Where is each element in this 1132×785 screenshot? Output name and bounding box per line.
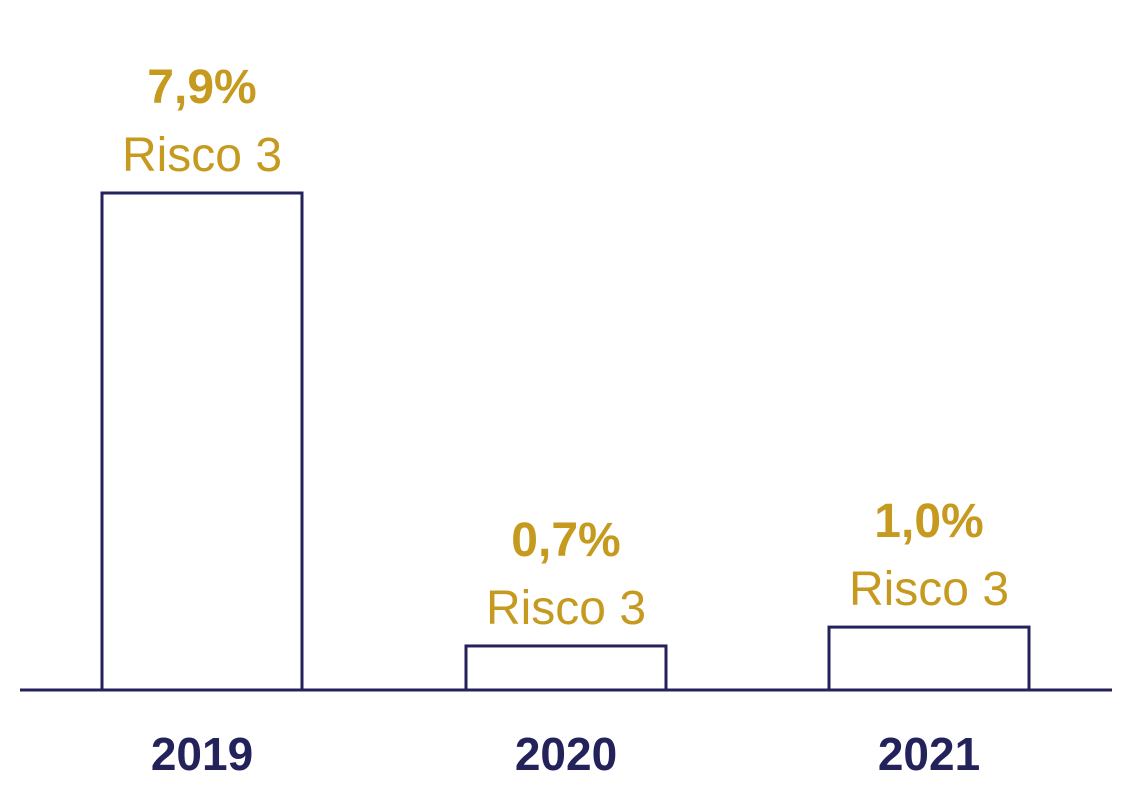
ticks-layer: 2019 2020 2021: [151, 728, 980, 780]
risk-label-2019: Risco 3: [122, 129, 282, 182]
x-tick-label-2021: 2021: [878, 728, 980, 780]
risk-label-2020: Risco 3: [486, 582, 646, 635]
bar-2021: [827, 625, 1031, 692]
bar-2020: [464, 644, 668, 692]
bar-2019: [100, 191, 304, 692]
value-label-2021: 1,0%: [874, 495, 983, 548]
labels-layer: Risco 3 7,9% Risco 3 0,7% Risco 3 1,0%: [122, 61, 1009, 635]
value-label-2020: 0,7%: [511, 514, 620, 567]
risk-label-2021: Risco 3: [849, 563, 1009, 616]
bars-layer: [100, 191, 1031, 692]
value-label-2019: 7,9%: [147, 61, 256, 114]
x-tick-label-2019: 2019: [151, 728, 253, 780]
x-tick-label-2020: 2020: [515, 728, 617, 780]
